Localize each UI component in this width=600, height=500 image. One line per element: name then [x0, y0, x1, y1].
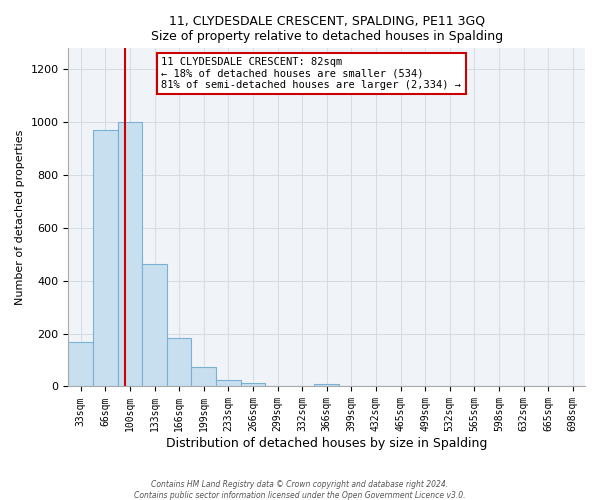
X-axis label: Distribution of detached houses by size in Spalding: Distribution of detached houses by size … [166, 437, 487, 450]
Y-axis label: Number of detached properties: Number of detached properties [15, 130, 25, 305]
Bar [216, 380, 241, 386]
Bar [93, 130, 118, 386]
Text: Contains HM Land Registry data © Crown copyright and database right 2024.
Contai: Contains HM Land Registry data © Crown c… [134, 480, 466, 500]
Bar [142, 264, 167, 386]
Bar [167, 338, 191, 386]
Bar [118, 122, 142, 386]
Bar [241, 382, 265, 386]
Bar [191, 366, 216, 386]
Title: 11, CLYDESDALE CRESCENT, SPALDING, PE11 3GQ
Size of property relative to detache: 11, CLYDESDALE CRESCENT, SPALDING, PE11 … [151, 15, 503, 43]
Bar [314, 384, 339, 386]
Bar [68, 342, 93, 386]
Text: 11 CLYDESDALE CRESCENT: 82sqm
← 18% of detached houses are smaller (534)
81% of : 11 CLYDESDALE CRESCENT: 82sqm ← 18% of d… [161, 57, 461, 90]
